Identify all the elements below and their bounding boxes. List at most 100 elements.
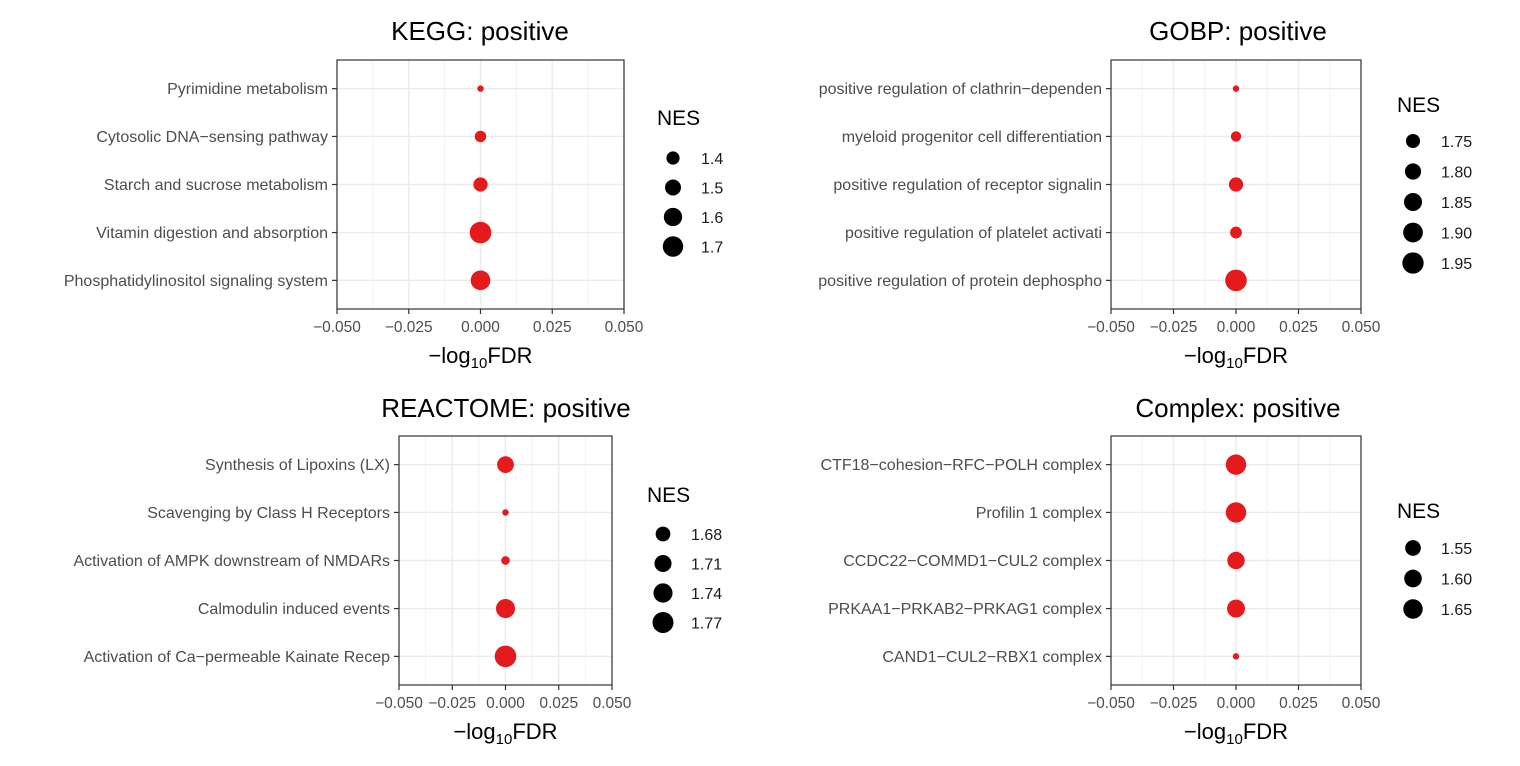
- legend-label: 1.68: [691, 527, 722, 544]
- legend-key: [666, 151, 680, 165]
- data-point: [1232, 85, 1240, 92]
- legend-title: NES: [1397, 94, 1440, 117]
- x-axis-label: −log10FDR: [1184, 343, 1288, 372]
- x-axis-label: −log10FDR: [1184, 719, 1288, 748]
- legend-label: 1.65: [1441, 602, 1472, 619]
- legend-key: [652, 611, 674, 634]
- category-label: Activation of AMPK downstream of NMDARs: [73, 553, 390, 570]
- x-tick-label: 0.000: [1217, 695, 1256, 712]
- data-point: [1230, 226, 1242, 239]
- panel-3: REACTOME: positive Synthesis of Lipoxins …: [73, 393, 722, 748]
- data-point: [501, 556, 510, 565]
- panel-title: KEGG: positive: [391, 16, 569, 46]
- data-point: [470, 270, 491, 291]
- data-point: [497, 456, 514, 473]
- data-point: [477, 85, 484, 92]
- legend-label: 1.55: [1441, 541, 1472, 558]
- legend-key: [1404, 163, 1422, 180]
- data-point: [1227, 599, 1245, 618]
- x-tick-label: −0.050: [313, 319, 361, 336]
- category-label: Cytosolic DNA−sensing pathway: [96, 129, 328, 146]
- data-point: [1225, 269, 1247, 292]
- legend-label: 1.5: [701, 181, 723, 198]
- category-label: positive regulation of protein dephospho: [818, 273, 1102, 290]
- legend-key: [655, 526, 671, 542]
- legend-label: 1.90: [1441, 226, 1472, 243]
- category-label: CTF18−cohesion−RFC−POLH complex: [821, 457, 1102, 474]
- legend-label: 1.4: [701, 151, 723, 168]
- data-point: [1227, 551, 1245, 570]
- x-tick-label: 0.000: [461, 319, 500, 336]
- data-point: [1230, 131, 1242, 142]
- category-label: positive regulation of platelet activati: [845, 225, 1102, 242]
- x-tick-label: 0.025: [1279, 695, 1318, 712]
- legend-label: 1.85: [1441, 195, 1472, 212]
- data-point: [1225, 502, 1247, 523]
- legend-label: 1.71: [691, 557, 722, 574]
- category-label: Pyrimidine metabolism: [167, 81, 328, 98]
- legend-key: [1403, 192, 1423, 212]
- legend-key: [1403, 222, 1423, 243]
- category-label: Scavenging by Class H Receptors: [147, 505, 390, 522]
- data-point: [494, 645, 517, 668]
- legend-label: 1.95: [1441, 256, 1472, 273]
- x-tick-label: 0.050: [1342, 695, 1381, 712]
- panel-2: GOBP: positive positive regulation of cla…: [818, 16, 1472, 372]
- x-tick-label: −0.025: [428, 695, 476, 712]
- legend-label: 1.77: [691, 616, 722, 633]
- legend-key: [1404, 569, 1422, 588]
- x-tick-label: −0.025: [1150, 319, 1198, 336]
- panel-1: KEGG: positive Pyrimidine metabolism Cytos…: [64, 16, 723, 372]
- legend-key: [1405, 133, 1421, 149]
- category-label: Phosphatidylinositol signaling system: [64, 273, 328, 290]
- x-tick-label: −0.050: [1087, 695, 1135, 712]
- x-tick-label: 0.025: [539, 695, 578, 712]
- data-point: [502, 509, 509, 516]
- legend-label: 1.80: [1441, 165, 1472, 182]
- category-label: CCDC22−COMMD1−CUL2 complex: [843, 553, 1102, 570]
- x-tick-label: 0.050: [605, 319, 644, 336]
- x-tick-label: −0.050: [1087, 319, 1135, 336]
- panel-title: GOBP: positive: [1149, 16, 1327, 46]
- category-label: Synthesis of Lipoxins (LX): [205, 457, 390, 474]
- category-label: positive regulation of receptor signalin: [833, 177, 1102, 194]
- category-label: Activation of Ca−permeable Kainate Recep: [84, 649, 391, 666]
- legend-key: [1402, 252, 1424, 274]
- data-point: [495, 599, 516, 619]
- category-label: positive regulation of clathrin−dependen: [819, 81, 1102, 98]
- x-tick-label: 0.025: [1279, 319, 1318, 336]
- category-label: Starch and sucrose metabolism: [104, 177, 328, 194]
- legend-key: [665, 179, 681, 196]
- data-point: [469, 221, 492, 244]
- data-point: [1225, 454, 1247, 475]
- category-label: CAND1−CUL2−RBX1 complex: [882, 649, 1102, 666]
- legend-key: [1405, 540, 1421, 556]
- legend-key: [1403, 599, 1423, 619]
- x-tick-label: 0.000: [486, 695, 525, 712]
- panel-4: Complex: positive CTF18−cohesion−RFC−POLH…: [821, 393, 1473, 748]
- legend-label: 1.6: [701, 210, 723, 227]
- legend-title: NES: [657, 107, 700, 130]
- legend-label: 1.7: [701, 240, 723, 257]
- x-tick-label: 0.000: [1217, 319, 1256, 336]
- legend-key: [654, 554, 672, 573]
- category-label: Profilin 1 complex: [976, 505, 1102, 522]
- panel-title: REACTOME: positive: [381, 393, 630, 423]
- legend-label: 1.74: [691, 586, 722, 603]
- x-tick-label: −0.025: [385, 319, 433, 336]
- x-tick-label: 0.025: [533, 319, 572, 336]
- data-point: [1228, 177, 1244, 192]
- legend-label: 1.75: [1441, 134, 1472, 151]
- category-label: PRKAA1−PRKAB2−PRKAG1 complex: [828, 601, 1102, 618]
- panel-title: Complex: positive: [1135, 393, 1340, 423]
- x-axis-label: −log10FDR: [428, 343, 532, 372]
- legend-title: NES: [1397, 500, 1440, 523]
- legend-key: [653, 583, 673, 603]
- x-axis-label: −log10FDR: [453, 719, 557, 748]
- data-point: [1232, 653, 1240, 660]
- data-point: [474, 130, 487, 143]
- data-point: [473, 177, 488, 192]
- category-label: Vitamin digestion and absorption: [96, 225, 328, 242]
- x-tick-label: 0.050: [1342, 319, 1381, 336]
- legend-title: NES: [647, 484, 690, 507]
